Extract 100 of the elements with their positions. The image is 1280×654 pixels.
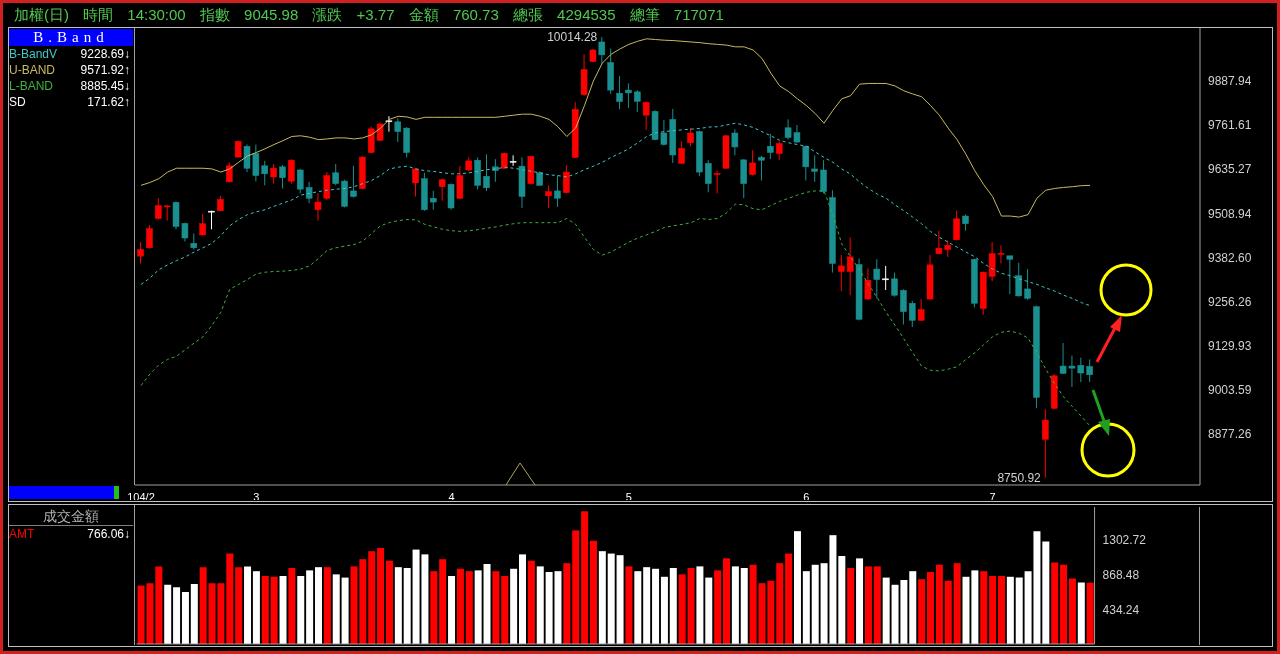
bar bbox=[332, 574, 340, 644]
bar bbox=[882, 577, 890, 644]
bar bbox=[1051, 562, 1059, 644]
candlestick bbox=[509, 154, 517, 167]
bar bbox=[616, 555, 624, 644]
candlestick bbox=[864, 267, 872, 301]
legend-title: B.Band bbox=[9, 29, 133, 46]
text: SD 171.62↑ bbox=[9, 95, 130, 109]
bar bbox=[776, 563, 784, 644]
bar bbox=[581, 511, 589, 644]
bar bbox=[589, 540, 597, 644]
bar bbox=[181, 591, 189, 644]
bar bbox=[802, 571, 810, 644]
bar bbox=[394, 567, 402, 644]
bar bbox=[306, 570, 314, 644]
bar bbox=[350, 566, 358, 644]
y-tick-label: 9003.59 bbox=[1208, 382, 1252, 397]
bar bbox=[838, 555, 846, 644]
candlestick bbox=[767, 133, 774, 160]
bar bbox=[660, 576, 668, 644]
annotation: 8750.92 bbox=[997, 470, 1042, 485]
candlestick bbox=[687, 127, 694, 147]
text: B-BandV bbox=[9, 46, 58, 62]
candlestick bbox=[1086, 358, 1093, 383]
candlestick bbox=[332, 163, 339, 186]
bar bbox=[377, 547, 385, 644]
bar bbox=[510, 568, 518, 644]
candlestick bbox=[740, 158, 747, 199]
bar bbox=[430, 571, 438, 644]
y-tick-label: 9508.94 bbox=[1208, 206, 1252, 221]
x-tick-label: 6 bbox=[803, 490, 810, 503]
candlestick bbox=[758, 155, 765, 181]
bar bbox=[669, 567, 677, 644]
candlestick bbox=[430, 190, 437, 211]
candlestick bbox=[598, 36, 606, 65]
bar bbox=[856, 558, 864, 644]
candlestick bbox=[900, 288, 907, 326]
bar bbox=[740, 567, 748, 644]
bar bbox=[519, 554, 527, 644]
bar bbox=[572, 530, 580, 644]
bar bbox=[980, 571, 988, 644]
bar bbox=[652, 568, 660, 644]
candlestick bbox=[314, 192, 322, 222]
text: 9571.92↑ bbox=[80, 62, 130, 78]
bar bbox=[261, 575, 269, 644]
bar bbox=[527, 560, 535, 644]
candlestick bbox=[350, 165, 357, 199]
line-series bbox=[140, 122, 1091, 307]
bar bbox=[598, 551, 606, 644]
bar bbox=[953, 563, 961, 644]
bar bbox=[199, 567, 207, 644]
bar bbox=[226, 553, 234, 644]
bar bbox=[323, 567, 331, 644]
candlestick bbox=[412, 167, 419, 197]
bar bbox=[456, 568, 464, 644]
text: 766.06↓ bbox=[87, 526, 130, 542]
candlestick bbox=[802, 145, 810, 181]
chart-title: 加權(日) 時間 14:30:00 指數 9045.98 漲跌 +3.77 金額 760.73 總張 4294535 總筆 717071 bbox=[14, 6, 724, 25]
y-tick-label: 8877.26 bbox=[1208, 426, 1252, 441]
candlestick bbox=[811, 154, 818, 183]
bar bbox=[465, 571, 473, 644]
y-tick-label: 9887.94 bbox=[1208, 74, 1252, 89]
bar bbox=[785, 553, 793, 644]
bar bbox=[687, 567, 695, 644]
candlestick bbox=[882, 265, 889, 291]
x-tick-label: 4 bbox=[448, 490, 455, 503]
candlestick bbox=[447, 183, 455, 211]
candlestick bbox=[385, 115, 393, 133]
bar bbox=[1042, 541, 1050, 644]
candlestick bbox=[270, 163, 277, 185]
bar bbox=[909, 571, 917, 644]
candlestick bbox=[846, 236, 854, 296]
text: AMT bbox=[9, 526, 35, 542]
candlestick bbox=[483, 153, 490, 192]
bar bbox=[244, 566, 252, 644]
candlestick bbox=[1024, 268, 1031, 301]
candlestick bbox=[749, 149, 756, 177]
y-tick-label: 9761.61 bbox=[1208, 118, 1252, 133]
bar bbox=[625, 566, 633, 644]
bar bbox=[483, 563, 491, 644]
x-tick-label: 7 bbox=[989, 490, 996, 503]
bar bbox=[731, 566, 739, 644]
y-tick-label: 9256.26 bbox=[1208, 294, 1252, 309]
bar bbox=[847, 567, 855, 644]
x-tick-label: 104/2 bbox=[127, 490, 155, 503]
bar bbox=[935, 564, 943, 644]
y-tick-label: 868.48 bbox=[1102, 567, 1140, 582]
bar bbox=[1086, 582, 1094, 644]
bar bbox=[864, 566, 872, 644]
text: 9228.69↓ bbox=[80, 46, 130, 62]
candlestick bbox=[1015, 262, 1022, 298]
y-tick-label: 9382.60 bbox=[1208, 250, 1252, 265]
candlestick bbox=[155, 197, 162, 221]
candlestick bbox=[625, 82, 632, 109]
candlestick bbox=[953, 210, 960, 241]
y-tick-label: 9129.93 bbox=[1208, 338, 1252, 353]
bar bbox=[173, 587, 181, 644]
candlestick bbox=[137, 241, 144, 264]
bar bbox=[536, 566, 544, 644]
candlestick bbox=[713, 170, 721, 194]
